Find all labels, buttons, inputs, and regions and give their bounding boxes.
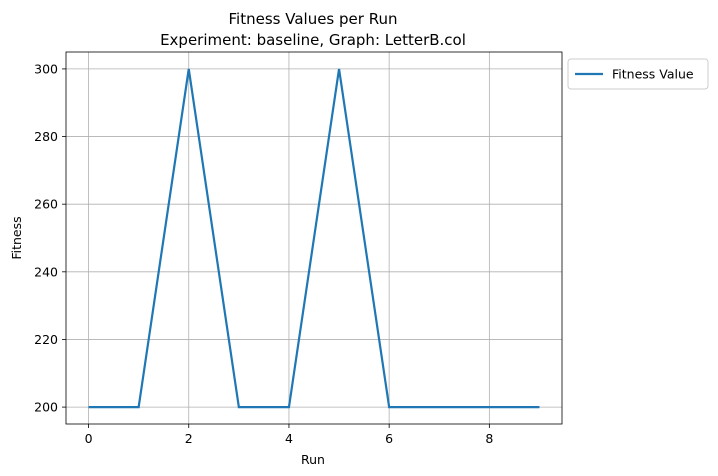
chart-title: Fitness Values per Run <box>229 10 398 28</box>
series-lines <box>88 68 540 409</box>
x-tick-label: 8 <box>485 431 493 446</box>
series-line <box>88 68 540 409</box>
x-axis-label: Run <box>301 452 325 467</box>
chart-subtitle: Experiment: baseline, Graph: LetterB.col <box>160 31 466 49</box>
y-tick-label: 200 <box>34 400 58 415</box>
y-tick-label: 260 <box>34 197 58 212</box>
x-tick-label: 6 <box>385 431 393 446</box>
x-tick-label: 2 <box>185 431 193 446</box>
legend: Fitness Value <box>567 58 709 90</box>
axis-ticks: 0 2 4 6 8 200 220 240 260 280 300 <box>34 61 493 446</box>
y-tick-label: 300 <box>34 61 58 76</box>
legend-label: Fitness Value <box>612 67 694 82</box>
legend-box <box>567 58 709 90</box>
y-tick-label: 220 <box>34 332 58 347</box>
grid <box>66 52 562 424</box>
x-tick-label: 4 <box>285 431 293 446</box>
y-tick-label: 280 <box>34 129 58 144</box>
y-tick-label: 240 <box>34 264 58 279</box>
y-axis-label: Fitness <box>9 216 24 259</box>
x-tick-label: 0 <box>85 431 93 446</box>
plot-frame <box>65 51 563 425</box>
